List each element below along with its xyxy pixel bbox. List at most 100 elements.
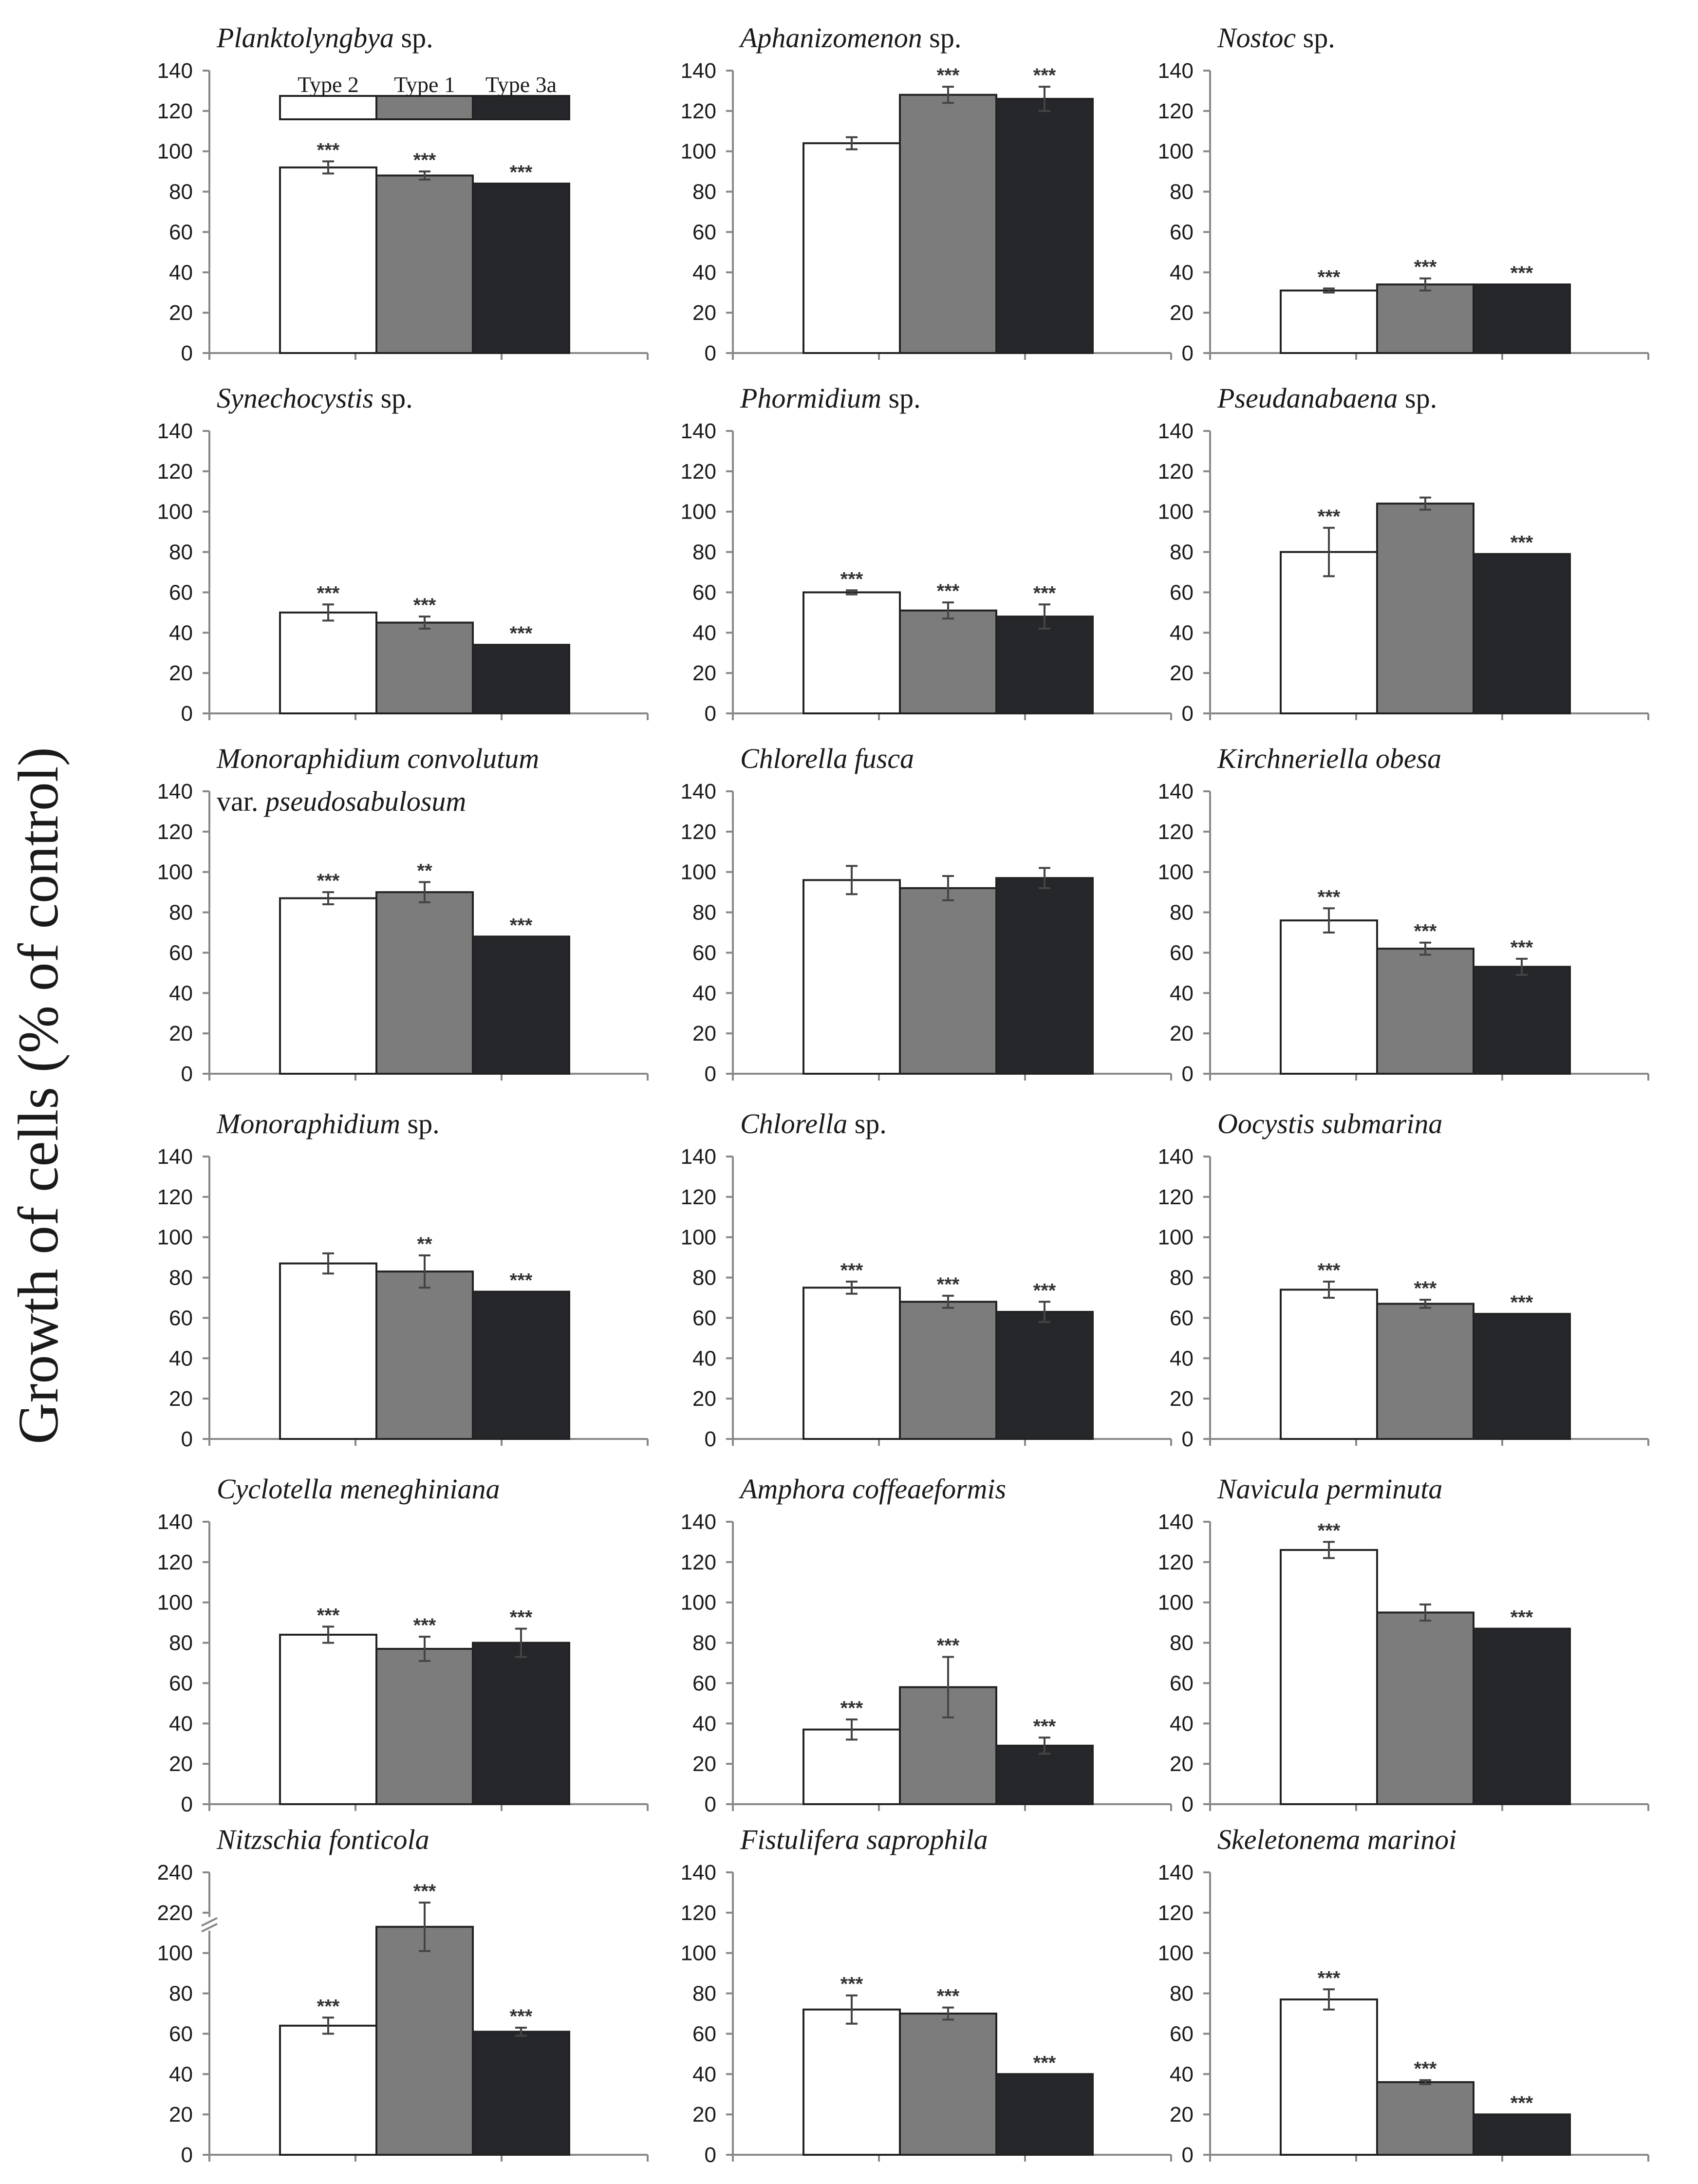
bar-type-3a xyxy=(1473,1627,1571,1806)
legend-swatch xyxy=(472,95,570,120)
chart-panel: Cyclotella meneghiniana 0 20 40 60 80 100 120 14… xyxy=(157,1473,649,1816)
significance-label: *** xyxy=(510,162,533,183)
significance-label: *** xyxy=(1511,262,1533,284)
panel-title-line2: var. pseudosabulosum xyxy=(217,785,466,817)
y-tick-label: 140 xyxy=(157,780,193,803)
y-tick-label: 60 xyxy=(692,580,716,604)
y-tick-label: 120 xyxy=(681,1901,716,1925)
axis-break-mark xyxy=(201,1923,218,1933)
y-tick-label: 80 xyxy=(1170,1631,1194,1655)
bar-type-1 xyxy=(899,2013,997,2156)
y-tick-label: 80 xyxy=(1170,541,1194,564)
y-tick-label: 0 xyxy=(181,1792,193,1816)
y-tick-label: 140 xyxy=(1158,1145,1194,1169)
legend-label: Type 1 xyxy=(394,72,455,97)
y-tick-label: 140 xyxy=(157,419,193,443)
bar-type-2 xyxy=(802,1287,901,1440)
y-tick-label: 0 xyxy=(1182,1427,1194,1451)
bar-type-3a xyxy=(1473,2113,1571,2156)
significance-label: *** xyxy=(1511,937,1533,958)
y-tick-label: 140 xyxy=(157,1510,193,1534)
bar-type-2 xyxy=(1280,289,1378,354)
panel-title-part: sp. xyxy=(922,22,962,54)
panel-title: Monoraphidium convolutum xyxy=(216,743,539,774)
panel-title-part: Chlorella fusca xyxy=(740,743,914,774)
y-tick-label: 0 xyxy=(1182,1792,1194,1816)
y-tick-label: 20 xyxy=(1170,1022,1194,1045)
bar-type-1 xyxy=(1376,1303,1474,1440)
y-tick-label: 40 xyxy=(1170,1712,1194,1736)
bar-type-2 xyxy=(279,611,377,715)
y-tick-label: 60 xyxy=(1170,941,1194,965)
bar-type-2 xyxy=(1280,1549,1378,1805)
significance-label: *** xyxy=(937,1274,960,1295)
panel-title-part: pseudosabulosum xyxy=(263,785,466,817)
y-tick-label: 120 xyxy=(157,1550,193,1574)
panel-title: Nitzschia fonticola xyxy=(216,1824,429,1855)
panel-title: Pseudanabaena sp. xyxy=(1217,382,1437,414)
bar-type-3a xyxy=(1473,1313,1571,1440)
bar-type-2 xyxy=(279,2024,377,2156)
y-tick-label: 100 xyxy=(157,1941,193,1965)
y-tick-label: 120 xyxy=(1158,1185,1194,1209)
panel-title-part: sp. xyxy=(881,382,921,414)
y-tick-label: 100 xyxy=(681,500,716,524)
panel-title: Planktolyngbya sp. xyxy=(216,22,433,54)
significance-label: *** xyxy=(1414,2058,1437,2080)
y-tick-label: 60 xyxy=(169,2022,193,2046)
y-tick-label: 220 xyxy=(157,1901,193,1925)
y-tick-label: 20 xyxy=(169,301,193,325)
bar-type-3a xyxy=(472,1290,570,1440)
y-tick-label: 100 xyxy=(681,140,716,164)
significance-label: *** xyxy=(1511,532,1533,554)
y-tick-label: 40 xyxy=(692,1346,716,1370)
y-tick-label: 20 xyxy=(1170,1387,1194,1411)
panel-grid: Planktolyngbya sp. 0 20 40 60 80 100 120 140 *** *… xyxy=(157,22,1649,2167)
y-tick-label: 80 xyxy=(169,1982,193,2006)
significance-label: *** xyxy=(1318,266,1341,288)
panel-title: Oocystis submarina xyxy=(1217,1108,1442,1139)
bar-type-3a xyxy=(995,877,1094,1075)
y-tick-label: 20 xyxy=(169,661,193,685)
y-tick-label: 40 xyxy=(1170,261,1194,284)
y-tick-label: 40 xyxy=(169,1346,193,1370)
bar-type-2 xyxy=(802,879,901,1075)
panel-title-part: Nitzschia fonticola xyxy=(216,1824,429,1855)
panel-title-part: Phormidium xyxy=(740,382,881,414)
significance-label: *** xyxy=(1318,506,1341,527)
y-axis-label: Growth of cells (% of control) xyxy=(6,747,70,1444)
y-tick-label: 140 xyxy=(157,59,193,83)
panel-title-part: Cyclotella meneghiniana xyxy=(217,1473,500,1505)
significance-label: *** xyxy=(510,915,533,936)
y-tick-label: 100 xyxy=(157,140,193,164)
y-tick-label: 60 xyxy=(1170,580,1194,604)
y-tick-label: 140 xyxy=(1158,419,1194,443)
y-tick-label: 120 xyxy=(1158,460,1194,484)
bar-type-2 xyxy=(802,1728,901,1806)
significance-label: *** xyxy=(317,870,340,892)
chart-panel: Nostoc sp. 0 20 40 60 80 100 120 140 *** *** *** xyxy=(1158,22,1649,365)
significance-label: *** xyxy=(1511,2092,1533,2114)
chart-panel: Phormidium sp. 0 20 40 60 80 100 120 140 *** *** **… xyxy=(681,382,1172,726)
chart-panel: Navicula perminuta 0 20 40 60 80 100 120 140 *** *… xyxy=(1158,1473,1649,1816)
y-tick-label: 60 xyxy=(692,1306,716,1330)
significance-label: *** xyxy=(510,623,533,644)
panel-title: Amphora coffeaeformis xyxy=(738,1473,1006,1505)
chart-panel: Aphanizomenon sp. 0 20 40 60 80 100 120 140 *** **… xyxy=(681,22,1172,365)
significance-label: *** xyxy=(937,1986,960,2007)
significance-label: *** xyxy=(510,2006,533,2027)
bar-type-2 xyxy=(279,1262,377,1440)
y-tick-label: 40 xyxy=(1170,981,1194,1005)
panel-title: Nostoc sp. xyxy=(1217,22,1335,54)
y-tick-label: 120 xyxy=(157,460,193,484)
y-tick-label: 80 xyxy=(692,541,716,564)
y-tick-label: 80 xyxy=(169,1266,193,1290)
y-tick-label: 20 xyxy=(692,2103,716,2127)
y-tick-label: 120 xyxy=(681,1185,716,1209)
bar-type-1 xyxy=(1376,948,1474,1075)
bar-type-1 xyxy=(375,891,474,1075)
significance-label: *** xyxy=(840,568,863,590)
y-tick-label: 100 xyxy=(157,1591,193,1615)
bar-type-2 xyxy=(1280,1998,1378,2156)
